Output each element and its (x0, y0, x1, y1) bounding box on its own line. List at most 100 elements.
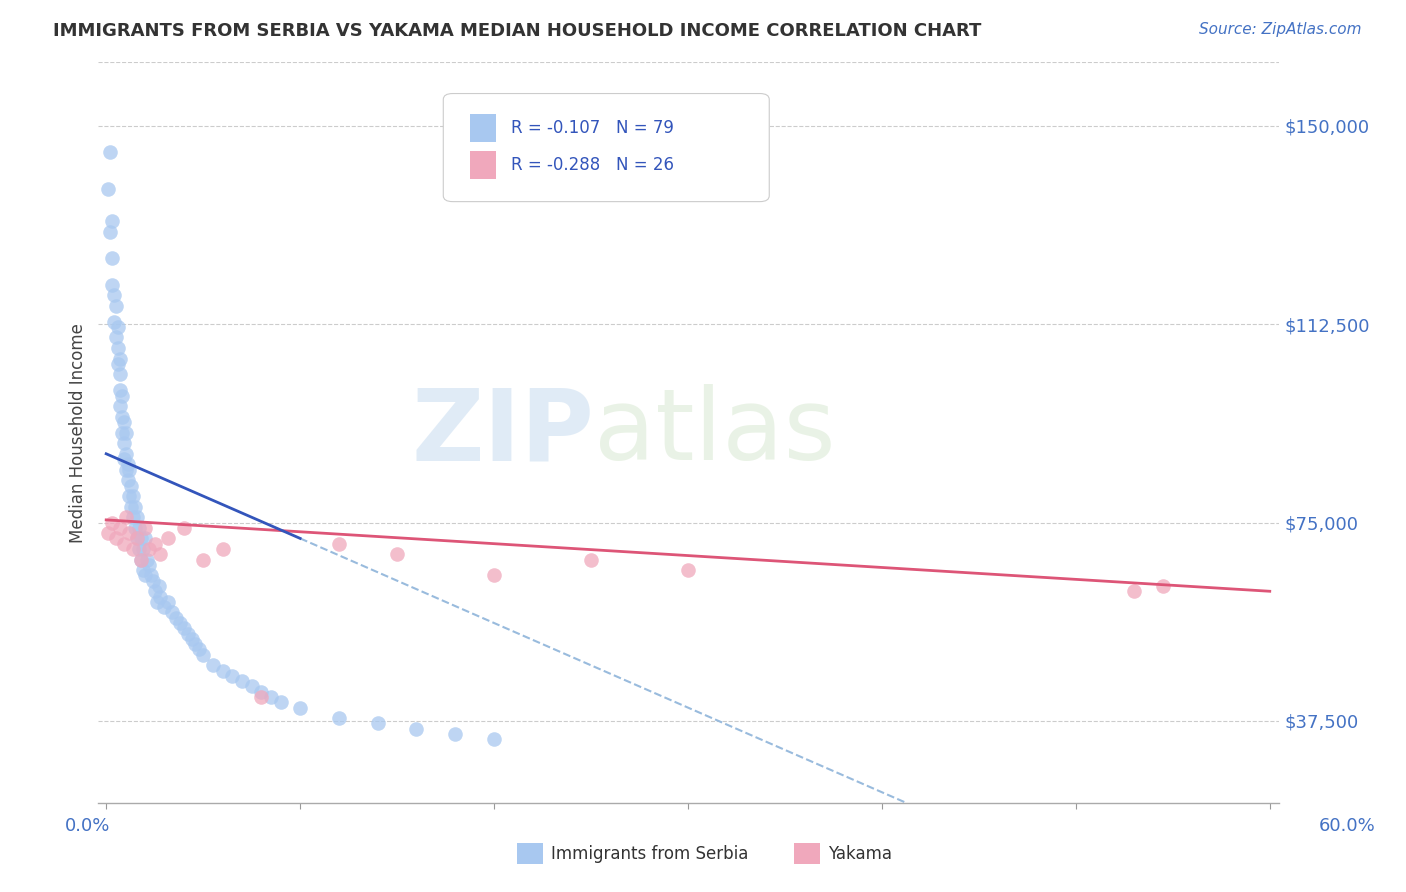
Point (120, 500, 142, 514)
Point (108, 384, 131, 398)
Point (98, 145, 121, 160)
Point (108, 521, 131, 535)
Point (101, 277, 124, 292)
Point (101, 214, 124, 228)
Point (98, 225, 121, 239)
Point (104, 299, 127, 313)
Point (117, 458, 139, 472)
Text: 0.0%: 0.0% (65, 817, 110, 835)
Point (482, 732, 505, 747)
Point (103, 288, 125, 302)
Point (112, 537, 135, 551)
Point (114, 462, 136, 476)
Point (122, 510, 145, 524)
Point (148, 579, 170, 593)
Point (328, 537, 350, 551)
Point (97, 526, 120, 541)
Point (211, 664, 233, 678)
Point (135, 552, 157, 566)
FancyBboxPatch shape (443, 94, 769, 202)
Text: Yakama: Yakama (828, 845, 893, 863)
Point (132, 563, 155, 577)
Point (250, 685, 273, 699)
Point (108, 368, 131, 382)
Point (134, 568, 156, 582)
Point (112, 436, 135, 450)
Point (173, 521, 195, 535)
Point (1152, 579, 1174, 593)
Point (157, 532, 180, 546)
Point (127, 532, 149, 546)
Point (127, 532, 149, 546)
Point (128, 521, 150, 535)
Point (134, 521, 156, 535)
Point (180, 632, 202, 646)
Point (173, 621, 195, 635)
Point (107, 319, 129, 334)
Point (101, 251, 124, 265)
Point (676, 563, 699, 577)
Point (122, 541, 145, 556)
Point (145, 595, 167, 609)
Point (127, 510, 149, 524)
Point (129, 532, 152, 546)
Point (176, 626, 198, 640)
Point (184, 637, 207, 651)
Point (143, 537, 166, 551)
Text: Immigrants from Serbia: Immigrants from Serbia (551, 845, 748, 863)
Point (124, 500, 146, 514)
Point (104, 330, 127, 344)
Point (129, 552, 152, 566)
Point (111, 389, 134, 403)
Text: IMMIGRANTS FROM SERBIA VS YAKAMA MEDIAN HOUSEHOLD INCOME CORRELATION CHART: IMMIGRANTS FROM SERBIA VS YAKAMA MEDIAN … (53, 22, 981, 40)
Point (124, 521, 146, 535)
Point (288, 700, 311, 714)
Point (157, 595, 180, 609)
Point (240, 680, 263, 694)
Point (97, 182, 120, 196)
Point (122, 489, 145, 503)
Point (444, 727, 467, 741)
Point (367, 716, 389, 731)
Point (169, 615, 191, 630)
Point (191, 552, 214, 566)
Point (385, 547, 408, 561)
Point (160, 606, 183, 620)
Point (143, 584, 166, 599)
Text: R = -0.107   N = 79: R = -0.107 N = 79 (510, 120, 673, 137)
Point (211, 541, 233, 556)
Point (111, 425, 134, 440)
Point (114, 510, 136, 524)
Point (112, 415, 135, 429)
Point (142, 574, 165, 588)
Point (221, 669, 243, 683)
Point (117, 473, 139, 487)
Point (118, 526, 141, 541)
Point (1123, 584, 1146, 599)
Point (118, 489, 141, 503)
Text: ZIP: ZIP (412, 384, 595, 481)
Point (250, 690, 273, 704)
Point (111, 409, 134, 424)
Point (108, 351, 131, 366)
Point (579, 552, 602, 566)
Point (482, 568, 505, 582)
Point (153, 600, 176, 615)
Point (139, 568, 162, 582)
FancyBboxPatch shape (471, 114, 496, 143)
Point (134, 532, 156, 546)
Point (107, 341, 129, 355)
Point (101, 516, 124, 530)
Point (118, 462, 141, 476)
Point (231, 674, 253, 689)
Point (191, 648, 214, 662)
Text: Source: ZipAtlas.com: Source: ZipAtlas.com (1198, 22, 1361, 37)
Point (104, 532, 127, 546)
FancyBboxPatch shape (471, 152, 496, 179)
Point (114, 425, 136, 440)
Point (201, 658, 224, 673)
Text: atlas: atlas (595, 384, 837, 481)
Text: R = -0.288   N = 26: R = -0.288 N = 26 (510, 156, 673, 174)
Point (103, 315, 125, 329)
Point (138, 541, 160, 556)
